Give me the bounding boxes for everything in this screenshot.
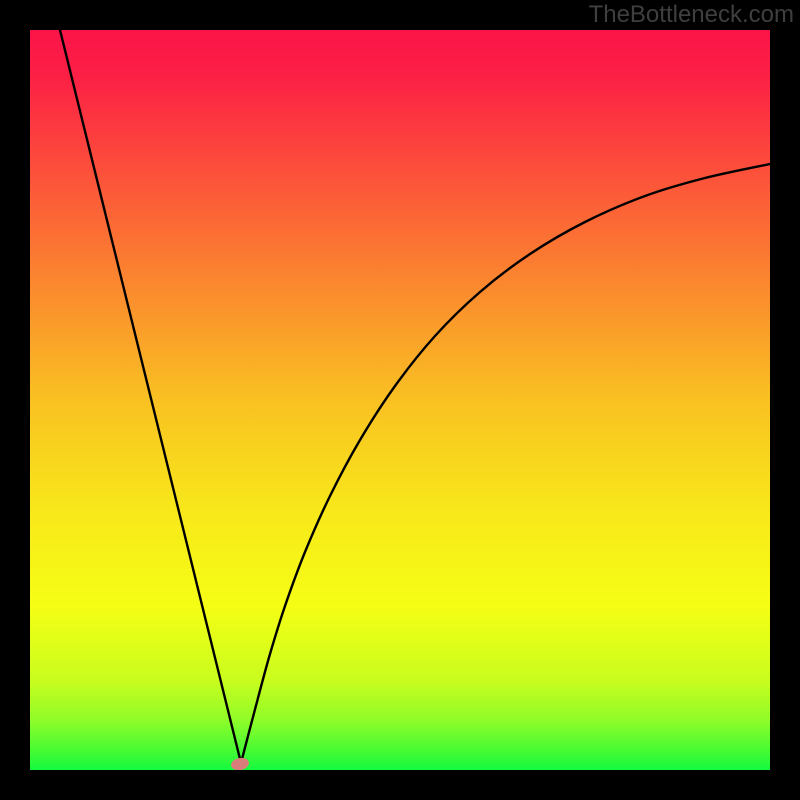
bottleneck-curve	[30, 30, 770, 770]
watermark-text: TheBottleneck.com	[589, 0, 794, 30]
chart-frame: TheBottleneck.com	[0, 0, 800, 800]
plot-area	[30, 30, 770, 770]
min-marker	[230, 756, 250, 770]
